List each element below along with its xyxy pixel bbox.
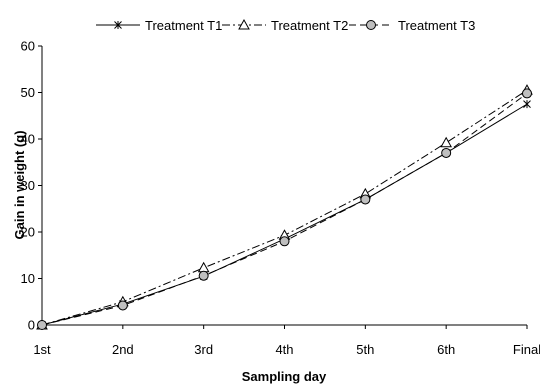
legend-label: Treatment T2 xyxy=(271,18,348,33)
series-layer xyxy=(36,84,533,330)
data-point xyxy=(198,270,209,281)
y-tick-label: 20 xyxy=(21,225,35,240)
y-axis-title: Gain in weight (g) xyxy=(12,130,27,239)
x-tick-label: 3rd xyxy=(194,342,213,357)
legend: Treatment T1 Treatment T2 Treatment T3 xyxy=(96,18,475,33)
series-3 xyxy=(37,88,532,330)
x-axis-title: Sampling day xyxy=(242,369,327,384)
series-1 xyxy=(38,100,531,329)
data-point xyxy=(360,194,371,205)
y-axis: 0 10 20 30 40 50 60 xyxy=(21,39,43,333)
y-tick-label: 40 xyxy=(21,132,35,147)
legend-entry: Treatment T2 xyxy=(222,18,348,33)
data-point xyxy=(117,300,128,311)
legend-marker xyxy=(366,20,376,30)
y-tick-label: 60 xyxy=(21,39,35,54)
data-point xyxy=(523,100,531,109)
data-point xyxy=(441,147,452,158)
x-tick-label: 4th xyxy=(275,342,293,357)
legend-marker xyxy=(238,18,250,30)
y-tick-label: 50 xyxy=(21,85,35,100)
x-tick-label: 2nd xyxy=(112,342,134,357)
y-tick-label: 30 xyxy=(21,178,35,193)
data-point xyxy=(37,320,47,330)
x-tick-label: 1st xyxy=(33,342,51,357)
legend-entry: Treatment T1 xyxy=(96,18,222,33)
legend-entry: Treatment T3 xyxy=(349,18,475,33)
series-2 xyxy=(36,84,533,330)
series-line xyxy=(41,93,528,326)
y-tick-label: 10 xyxy=(21,271,35,286)
legend-label: Treatment T1 xyxy=(145,18,222,33)
series-line xyxy=(41,89,528,326)
x-axis: 1st 2nd 3rd 4th 5th 6th Final xyxy=(33,324,540,357)
y-tick-label: 0 xyxy=(28,318,35,333)
data-point xyxy=(522,88,532,99)
x-tick-label: 6th xyxy=(437,342,455,357)
data-point xyxy=(279,236,290,247)
data-point xyxy=(197,261,210,273)
x-tick-label: Final xyxy=(513,342,540,357)
data-point xyxy=(440,136,453,148)
legend-label: Treatment T3 xyxy=(398,18,475,33)
legend-marker xyxy=(114,21,122,29)
x-tick-label: 5th xyxy=(356,342,374,357)
